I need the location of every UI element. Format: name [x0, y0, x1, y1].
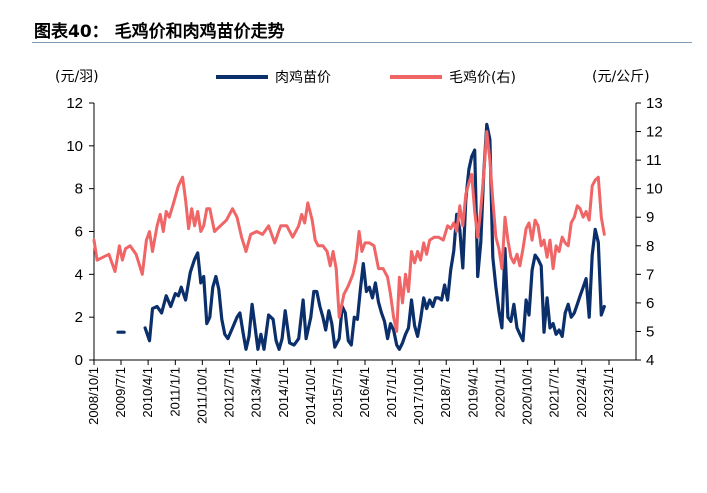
x-tick-label: 2014/10/1: [303, 367, 318, 425]
x-tick-label: 2020/1/1: [493, 367, 508, 418]
right-tick-label: 6: [646, 295, 654, 312]
x-tick-label: 2017/10/1: [411, 367, 426, 425]
left-tick-label: 6: [75, 224, 83, 241]
x-tick-label: 2019/4/1: [465, 367, 480, 418]
x-tick-label: 2013/4/1: [249, 367, 264, 418]
left-tick-label: 12: [66, 95, 83, 112]
left-tick-label: 10: [66, 138, 83, 155]
right-axis-unit: (元/公斤): [592, 69, 650, 85]
x-tick-label: 2011/1/1: [167, 367, 182, 417]
figure-title: 图表40： 毛鸡价和肉鸡苗价走势: [34, 22, 285, 42]
right-tick-label: 8: [646, 238, 654, 255]
legend: 肉鸡苗价 毛鸡价(右): [216, 69, 516, 86]
title-divider: [32, 42, 692, 43]
x-tick-label: 2017/1/1: [384, 367, 399, 418]
right-tick-label: 12: [646, 124, 663, 141]
x-tick-label: 2023/1/1: [601, 367, 616, 418]
series-lines: [92, 122, 606, 351]
left-tick-label: 2: [75, 309, 83, 326]
right-tick-label: 10: [646, 181, 663, 198]
left-tick-label: 8: [75, 181, 83, 198]
right-tick-label: 5: [646, 323, 654, 340]
x-tick-label: 2011/10/1: [194, 367, 209, 424]
x-tick-label: 2014/1/1: [276, 367, 291, 418]
right-tick-label: 4: [646, 352, 654, 369]
left-tick-label: 0: [75, 352, 83, 369]
x-tick-label: 2015/7/1: [330, 367, 345, 418]
x-tick-label: 2022/4/1: [574, 367, 589, 418]
chick-price-line-segment-1: [143, 122, 606, 351]
right-tick-label: 13: [646, 95, 663, 112]
right-tick-label: 11: [646, 152, 662, 169]
broiler-price-line-segment-0: [92, 130, 606, 333]
legend-label-chick-price: 肉鸡苗价: [275, 69, 331, 86]
x-tick-label: 2021/7/1: [547, 367, 562, 418]
x-tick-label: 2018/7/1: [438, 367, 453, 418]
right-tick-label: 7: [646, 266, 654, 283]
x-tick-label: 2016/4/1: [357, 367, 372, 418]
axes: 0 2 4 6 8 10 12 4 5 6 7 8 9 10 11 12 13 2008/10/1 2009/7/1…: [66, 95, 662, 425]
legend-label-broiler-price: 毛鸡价(右): [449, 69, 516, 86]
x-tick-label: 2010/4/1: [140, 367, 155, 418]
right-tick-label: 9: [646, 209, 654, 226]
x-tick-label: 2012/7/1: [221, 367, 236, 418]
x-tick-label: 2008/10/1: [86, 367, 101, 425]
left-tick-label: 4: [75, 266, 83, 283]
x-tick-label: 2020/10/1: [520, 367, 535, 425]
x-tick-label: 2009/7/1: [113, 367, 128, 418]
left-axis-unit: (元/羽): [55, 69, 99, 85]
